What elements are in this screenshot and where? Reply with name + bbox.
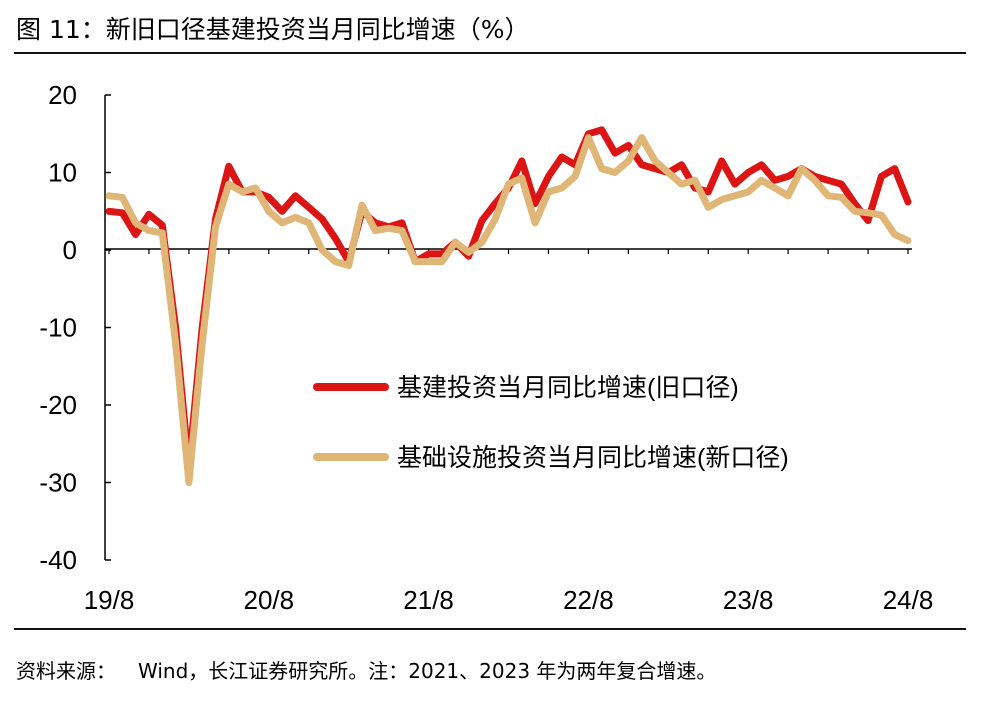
legend-label-old: 基建投资当月同比增速(旧口径)	[397, 374, 739, 402]
x-tick-label: 24/8	[883, 585, 934, 615]
y-tick-label: -20	[39, 390, 77, 420]
chart-title: 图 11：新旧口径基建投资当月同比增速（%）	[16, 15, 530, 44]
y-tick-label: -10	[39, 313, 77, 343]
plot-area	[105, 126, 912, 486]
y-tick-label: 10	[48, 158, 77, 188]
chart-legend: 基建投资当月同比增速(旧口径) 基础设施投资当月同比增速(新口径)	[313, 374, 789, 472]
x-tick-label: 21/8	[403, 585, 454, 615]
y-tick-label: -30	[39, 468, 77, 498]
y-tick-label: -40	[39, 545, 77, 575]
y-tick-label: 0	[63, 235, 77, 265]
legend-label-new: 基础设施投资当月同比增速(新口径)	[397, 444, 789, 472]
top-rule	[14, 52, 966, 54]
bottom-rule	[14, 628, 966, 630]
y-tick-label: 20	[48, 80, 77, 110]
source-note: 资料来源： Wind，长江证券研究所。注：2021、2023 年为两年复合增速。	[16, 655, 716, 684]
x-tick-label: 23/8	[723, 585, 774, 615]
x-tick-label: 19/8	[84, 585, 135, 615]
new-series-line	[105, 134, 912, 486]
source-text: Wind，长江证券研究所。注：2021、2023 年为两年复合增速。	[138, 659, 717, 683]
x-tick-label: 22/8	[563, 585, 614, 615]
source-label: 资料来源：	[16, 659, 116, 683]
x-tick-label: 20/8	[243, 585, 294, 615]
